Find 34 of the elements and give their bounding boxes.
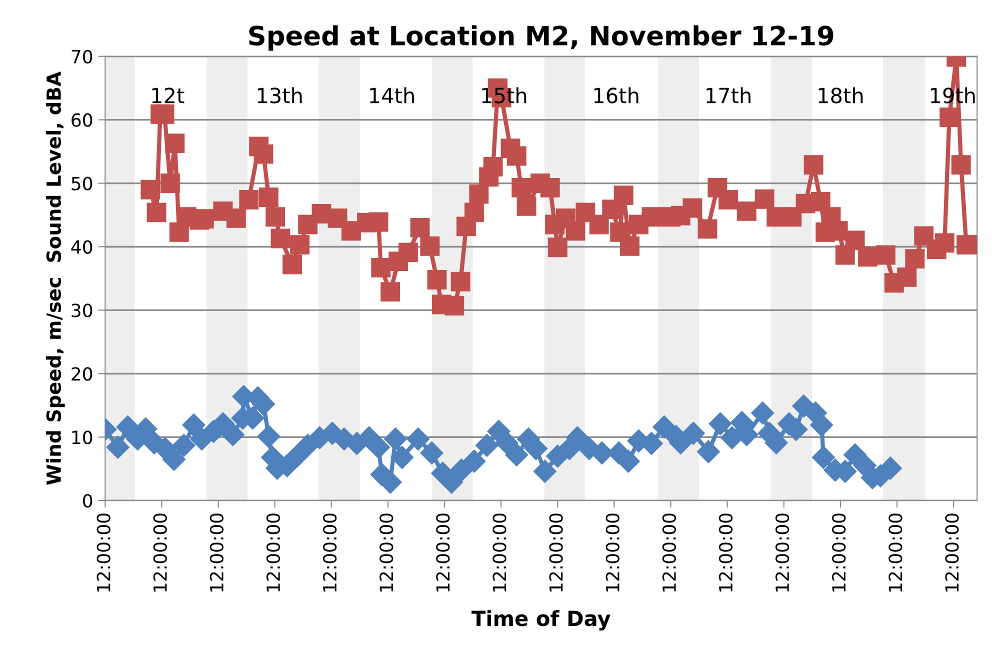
x-tick-label: 12:00:00 xyxy=(662,514,676,592)
annotation: 14th xyxy=(370,87,414,104)
x-tick-label: 12:00:00 xyxy=(380,514,394,592)
annotation: 17th xyxy=(706,87,750,104)
y-axis-title: Wind Speed, m/sec Sound Level, dBA xyxy=(46,72,65,485)
x-tick-label: 12:00:00 xyxy=(832,514,846,592)
y-tick-label: 40 xyxy=(71,240,92,254)
y-tick-label: 50 xyxy=(72,176,92,190)
annotation: 16th xyxy=(594,87,638,104)
chart-title: Speed at Location M2, November 12-19 xyxy=(249,25,834,51)
x-tick-label: 12:00:00 xyxy=(436,514,450,592)
annotation: 13th xyxy=(258,87,302,104)
annotation: 15th xyxy=(482,87,526,104)
y-tick-label: 70 xyxy=(72,50,92,64)
x-tick-label: 12:00:00 xyxy=(492,514,506,592)
x-tick-label: 12:00:00 xyxy=(888,514,902,592)
annotation: 18th xyxy=(818,87,863,104)
y-tick-label: 10 xyxy=(72,430,92,444)
x-tick-label: 12:00:00 xyxy=(549,514,563,592)
x-tick-label: 12:00:00 xyxy=(945,514,959,592)
x-tick-label: 12:00:00 xyxy=(96,514,110,592)
y-tick-label: 20 xyxy=(72,367,92,381)
x-tick-label: 12:00:00 xyxy=(718,514,733,592)
y-tick-label: 60 xyxy=(72,113,92,127)
y-tick-label: 0 xyxy=(83,494,92,508)
x-tick-label: 12:00:00 xyxy=(606,514,620,592)
x-tick-label: 12:00:00 xyxy=(210,514,224,592)
x-tick-label: 12:00:00 xyxy=(153,514,167,592)
x-axis-title: Time of Day xyxy=(472,610,610,630)
y-tick-label: 30 xyxy=(72,304,92,318)
x-tick-label: 12:00:00 xyxy=(775,514,790,592)
x-tick-label: 12:00:00 xyxy=(322,514,337,592)
x-tick-label: 12:00:00 xyxy=(266,514,280,592)
annotation: 12t xyxy=(152,88,184,104)
